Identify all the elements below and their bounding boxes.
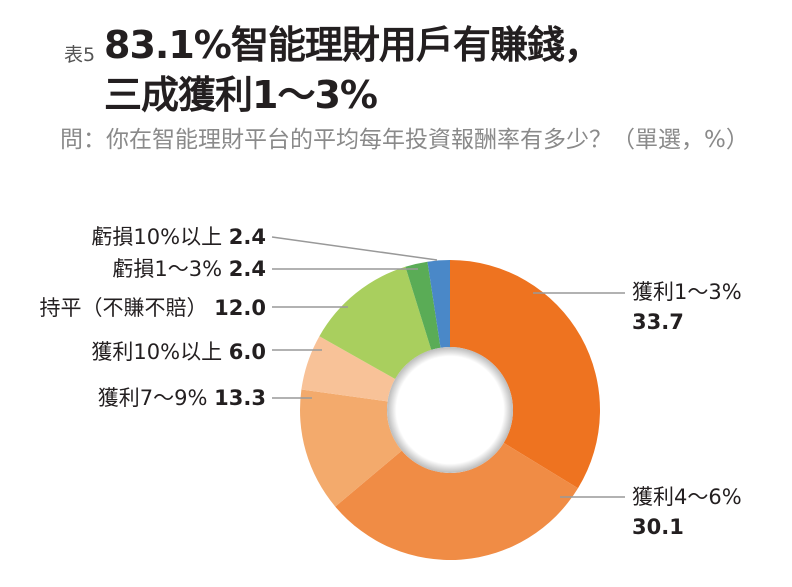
slice-label: 虧損10%以上 2.4 [91,225,266,249]
slice-label: 獲利1～3% 33.7 [632,280,742,340]
donut-slice [301,336,396,402]
category-label: 虧損10%以上 [91,225,223,249]
title-line-2: 三成獲利1～3% [104,73,378,117]
value-label: 2.4 [228,225,266,249]
donut-slice [450,260,601,489]
category-label: 獲利10%以上 [91,340,223,364]
donut-slice [335,442,578,560]
leader-line [271,236,438,261]
chart-title: 83.1%智能理財用戶有賺錢， 三成獲利1～3% [104,20,602,120]
slice-label: 獲利4～6% 30.1 [632,485,742,545]
donut-slice [427,260,450,348]
value-label: 13.3 [214,386,266,410]
slice-label: 持平（不賺不賠） 12.0 [39,296,266,320]
category-label: 虧損1～3% [112,257,223,281]
category-label: 持平（不賺不賠） [39,296,208,320]
value-label: 30.1 [632,515,684,539]
chart-subtitle: 問：你在智能理財平台的平均每年投資報酬率有多少？（單選，%） [60,127,749,153]
value-label: 12.0 [214,296,266,320]
donut-slice [405,261,441,350]
title-line-1: 83.1%智能理財用戶有賺錢， [104,23,602,67]
value-label: 6.0 [228,340,266,364]
category-label: 獲利1～3% [632,280,742,304]
slice-label: 獲利7～9% 13.3 [98,386,266,410]
donut-slice [319,266,432,380]
value-label: 2.4 [228,257,266,281]
donut-hole [387,347,513,473]
table-number: 表5 [64,44,96,66]
donut-slice [300,389,402,507]
value-label: 33.7 [632,310,684,334]
category-label: 獲利4～6% [632,485,742,509]
slice-label: 獲利10%以上 6.0 [91,340,266,364]
slice-label: 虧損1～3% 2.4 [112,257,266,281]
category-label: 獲利7～9% [97,386,208,410]
